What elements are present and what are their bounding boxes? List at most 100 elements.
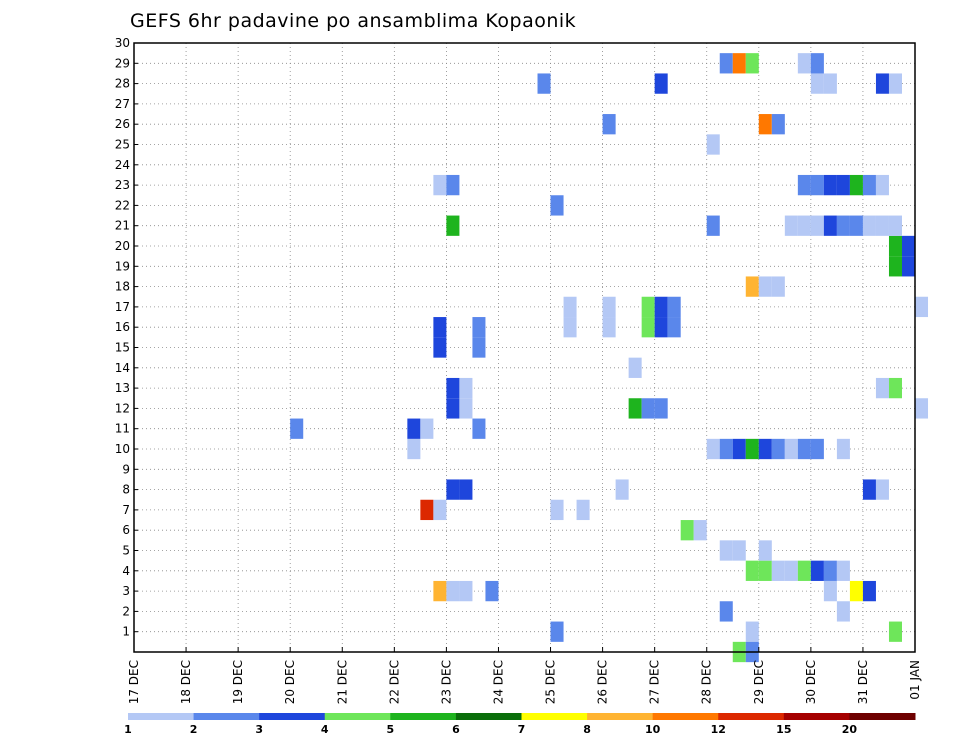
data-cell — [888, 215, 902, 236]
data-cell — [459, 580, 473, 602]
data-cell — [420, 418, 434, 439]
data-cell — [654, 296, 668, 318]
x-tick-label: 20 DEC — [283, 660, 297, 704]
data-cell — [836, 438, 850, 460]
data-cell — [706, 134, 720, 155]
data-cell — [641, 296, 655, 318]
x-tick-label: 31 DEC — [856, 660, 870, 704]
data-cell — [459, 398, 473, 419]
legend-swatch — [718, 713, 785, 720]
y-tick-label: 5 — [122, 544, 130, 558]
y-tick-label: 26 — [115, 117, 130, 131]
data-cell — [784, 215, 798, 236]
data-cell — [823, 73, 837, 94]
y-tick-label: 20 — [115, 239, 130, 253]
y-tick-label: 23 — [115, 178, 130, 192]
data-cell — [810, 560, 824, 581]
y-tick-label: 22 — [115, 198, 130, 212]
y-tick-label: 27 — [115, 97, 130, 111]
data-cell — [615, 479, 629, 500]
data-cell — [823, 580, 837, 602]
data-cell — [901, 256, 915, 277]
data-cell — [732, 53, 746, 74]
data-cell — [875, 215, 889, 236]
y-tick-label: 8 — [122, 483, 130, 497]
data-cell — [446, 479, 460, 500]
x-tick-label: 26 DEC — [596, 660, 610, 704]
data-cell — [875, 174, 889, 196]
data-cell — [446, 174, 460, 196]
data-cell — [563, 296, 577, 318]
y-tick-label: 19 — [115, 259, 130, 273]
data-cell — [797, 438, 811, 460]
legend-swatch — [193, 713, 260, 720]
legend-label: 1 — [124, 723, 132, 736]
data-cell — [797, 174, 811, 196]
data-cell — [875, 73, 889, 94]
data-cell — [915, 296, 929, 318]
color-legend: 1 2 3 4 5 6 7 8 10 12 15 20 — [124, 713, 916, 736]
data-cell — [563, 317, 577, 338]
data-cell — [719, 53, 733, 74]
x-tick-label: 22 DEC — [387, 660, 401, 704]
y-tick-label: 30 — [115, 36, 130, 50]
data-cell — [745, 438, 759, 460]
data-cell — [602, 296, 616, 318]
data-cell — [823, 560, 837, 581]
y-tick-label: 1 — [122, 625, 130, 639]
data-cell — [641, 398, 655, 419]
data-cell — [784, 560, 798, 581]
data-cell — [602, 317, 616, 338]
data-cell — [550, 621, 564, 642]
data-cell — [290, 418, 304, 439]
y-tick-label: 21 — [115, 219, 130, 233]
data-cell — [901, 235, 915, 257]
data-cell — [654, 398, 668, 419]
data-cell — [706, 438, 720, 460]
data-cell — [810, 438, 824, 460]
data-cell — [758, 276, 772, 297]
data-cell — [654, 317, 668, 338]
legend-swatch — [259, 713, 326, 720]
data-cell — [706, 215, 720, 236]
data-cell — [797, 215, 811, 236]
y-tick-label: 10 — [115, 442, 130, 456]
legend-label: 2 — [190, 723, 198, 736]
data-cell — [732, 438, 746, 460]
legend-label: 10 — [645, 723, 661, 736]
legend-label: 5 — [387, 723, 395, 736]
x-tick-label: 29 DEC — [752, 660, 766, 704]
data-cell — [459, 479, 473, 500]
data-cell — [836, 601, 850, 622]
data-cell — [472, 317, 486, 338]
legend-swatch — [652, 713, 719, 720]
data-cell — [433, 317, 447, 338]
x-tick-label: 28 DEC — [700, 660, 714, 704]
data-cell — [654, 73, 668, 94]
legend-swatch — [128, 713, 195, 720]
legend-swatch — [521, 713, 588, 720]
legend-label: 8 — [583, 723, 591, 736]
y-tick-label: 11 — [115, 422, 130, 436]
data-cells — [290, 53, 929, 663]
data-cell — [628, 398, 642, 419]
x-tick-label: 17 DEC — [127, 660, 141, 704]
data-cell — [745, 53, 759, 74]
data-cell — [771, 438, 785, 460]
legend-label: 6 — [452, 723, 460, 736]
data-cell — [875, 479, 889, 500]
data-cell — [472, 418, 486, 439]
data-cell — [810, 73, 824, 94]
data-cell — [628, 357, 642, 378]
x-tick-label: 19 DEC — [231, 660, 245, 704]
data-cell — [576, 499, 590, 521]
x-tick-label: 21 DEC — [335, 660, 349, 704]
data-cell — [771, 114, 785, 135]
legend-label: 7 — [518, 723, 526, 736]
legend-swatch — [390, 713, 457, 720]
data-cell — [797, 53, 811, 74]
y-tick-label: 18 — [115, 280, 130, 294]
legend-swatch — [455, 713, 522, 720]
data-cell — [888, 235, 902, 257]
